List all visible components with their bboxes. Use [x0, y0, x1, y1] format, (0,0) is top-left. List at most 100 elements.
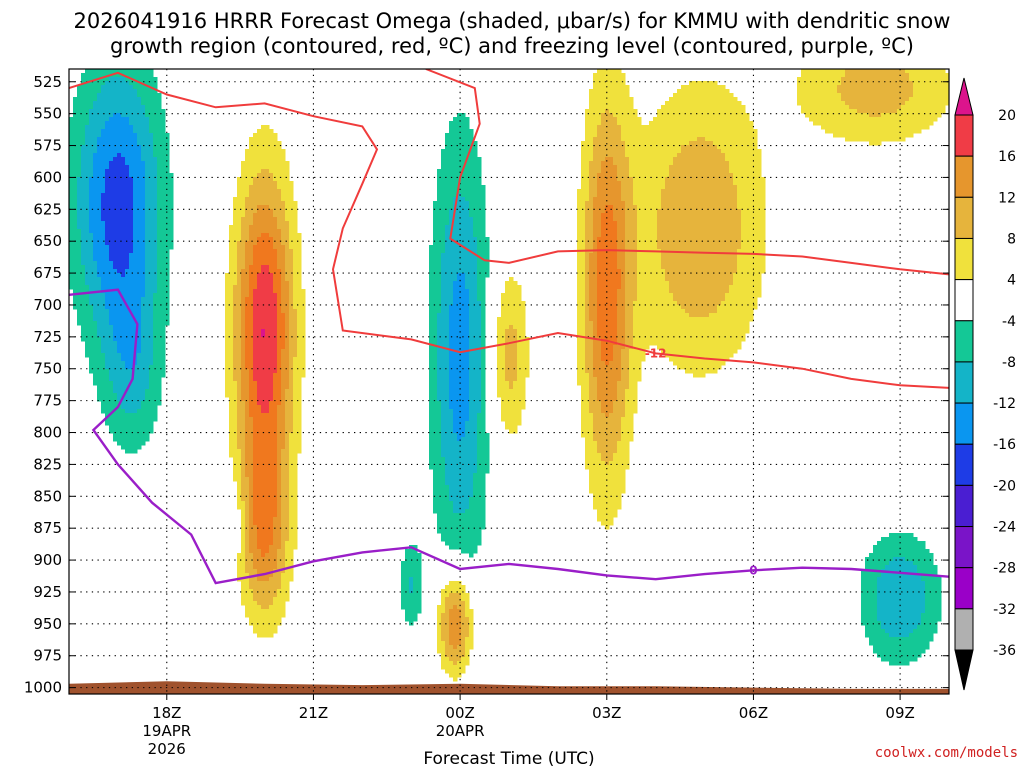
omega-cell: [449, 153, 454, 158]
omega-cell: [101, 357, 106, 362]
omega-cell: [133, 237, 138, 242]
omega-cell: [113, 257, 118, 262]
omega-cell: [117, 345, 122, 350]
omega-cell: [449, 149, 454, 154]
omega-cell: [93, 293, 98, 298]
omega-cell: [281, 493, 286, 498]
omega-cell: [429, 349, 434, 354]
omega-cell: [105, 217, 110, 222]
omega-cell: [429, 265, 434, 270]
omega-cell: [113, 73, 118, 78]
omega-cell: [441, 417, 446, 422]
omega-cell: [249, 521, 254, 526]
omega-cell: [265, 401, 270, 406]
omega-cell: [293, 257, 298, 262]
omega-cell: [117, 357, 122, 362]
omega-cell: [89, 109, 94, 114]
omega-cell: [153, 109, 158, 114]
omega-cell: [137, 89, 142, 94]
omega-cell: [237, 441, 242, 446]
omega-cell: [245, 385, 250, 390]
omega-cell: [93, 297, 98, 302]
omega-cell: [77, 101, 82, 106]
omega-cell: [249, 609, 254, 614]
omega-cell: [129, 165, 134, 170]
omega-cell: [129, 125, 134, 130]
omega-cell: [133, 201, 138, 206]
omega-cell: [449, 305, 454, 310]
omega-cell: [273, 453, 278, 458]
omega-cell: [277, 581, 282, 586]
omega-cell: [277, 329, 282, 334]
omega-cell: [141, 241, 146, 246]
omega-cell: [273, 257, 278, 262]
omega-cell: [137, 125, 142, 130]
omega-cell: [269, 205, 274, 210]
omega-cell: [445, 453, 450, 458]
omega-cell: [101, 381, 106, 386]
omega-cell: [261, 125, 266, 130]
omega-cell: [253, 509, 258, 514]
omega-cell: [285, 365, 290, 370]
omega-cell: [281, 589, 286, 594]
omega-cell: [125, 425, 130, 430]
omega-cell: [105, 417, 110, 422]
omega-cell: [289, 245, 294, 250]
omega-cell: [273, 329, 278, 334]
omega-cell: [141, 213, 146, 218]
omega-cell: [161, 109, 166, 114]
omega-cell: [409, 613, 414, 618]
omega-cell: [105, 285, 110, 290]
omega-cell: [437, 373, 442, 378]
omega-cell: [81, 113, 86, 118]
omega-cell: [141, 381, 146, 386]
omega-cell: [289, 397, 294, 402]
omega-cell: [449, 313, 454, 318]
omega-cell: [445, 601, 450, 606]
omega-cell: [301, 341, 306, 346]
omega-cell: [109, 121, 114, 126]
omega-cell: [141, 277, 146, 282]
omega-cell: [269, 369, 274, 374]
omega-cell: [245, 477, 250, 482]
omega-cell: [289, 441, 294, 446]
omega-cell: [261, 305, 266, 310]
omega-cell: [77, 197, 82, 202]
omega-cell: [269, 521, 274, 526]
omega-cell: [273, 601, 278, 606]
omega-cell: [169, 181, 174, 186]
omega-cell: [85, 209, 90, 214]
omega-cell: [445, 617, 450, 622]
omega-cell: [273, 597, 278, 602]
omega-cell: [229, 361, 234, 366]
omega-cell: [457, 209, 462, 214]
omega-cell: [145, 205, 150, 210]
omega-cell: [241, 369, 246, 374]
omega-cell: [281, 241, 286, 246]
omega-cell: [273, 465, 278, 470]
omega-cell: [85, 237, 90, 242]
omega-cell: [273, 233, 278, 238]
omega-cell: [157, 345, 162, 350]
omega-cell: [445, 485, 450, 490]
omega-cell: [253, 465, 258, 470]
omega-cell: [121, 277, 126, 282]
omega-cell: [233, 373, 238, 378]
omega-cell: [285, 593, 290, 598]
omega-cell: [141, 349, 146, 354]
omega-cell: [117, 157, 122, 162]
omega-cell: [101, 361, 106, 366]
omega-cell: [229, 253, 234, 258]
omega-cell: [449, 529, 454, 534]
omega-cell: [129, 337, 134, 342]
omega-cell: [429, 277, 434, 282]
omega-cell: [141, 129, 146, 134]
omega-cell: [141, 113, 146, 118]
omega-cell: [161, 269, 166, 274]
omega-cell: [97, 149, 102, 154]
omega-cell: [457, 133, 462, 138]
omega-cell: [461, 117, 466, 122]
omega-cell: [433, 425, 438, 430]
omega-cell: [285, 249, 290, 254]
omega-cell: [269, 133, 274, 138]
